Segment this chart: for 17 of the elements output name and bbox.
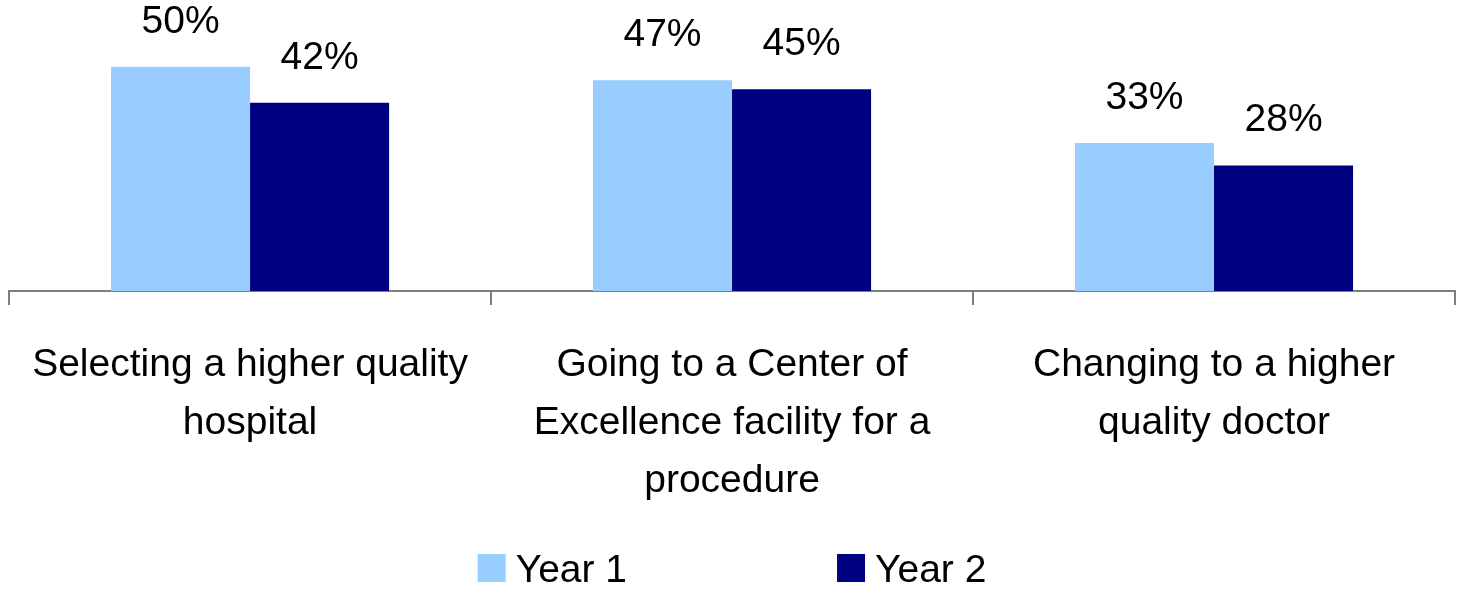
legend-label: Year 1 <box>515 547 628 590</box>
data-label: 50% <box>141 0 220 41</box>
bar <box>732 89 872 291</box>
bar <box>250 102 390 291</box>
x-tick-label: Selecting a higher quality hospital <box>32 340 469 442</box>
data-label: 45% <box>762 20 841 64</box>
legend-label: Year 2 <box>875 547 987 590</box>
bar <box>592 80 733 291</box>
x-tick-label: Changing to a higher quality doctor <box>1032 340 1396 442</box>
data-label: 33% <box>1105 74 1184 118</box>
data-label: 28% <box>1244 96 1323 140</box>
x-tick-label: Going to a Center of Excellence facility for a procedure <box>533 340 931 500</box>
data-label: 47% <box>623 11 702 55</box>
bar <box>111 66 251 291</box>
data-label: 42% <box>280 33 359 77</box>
bar <box>1074 143 1215 291</box>
bar <box>1214 165 1354 291</box>
